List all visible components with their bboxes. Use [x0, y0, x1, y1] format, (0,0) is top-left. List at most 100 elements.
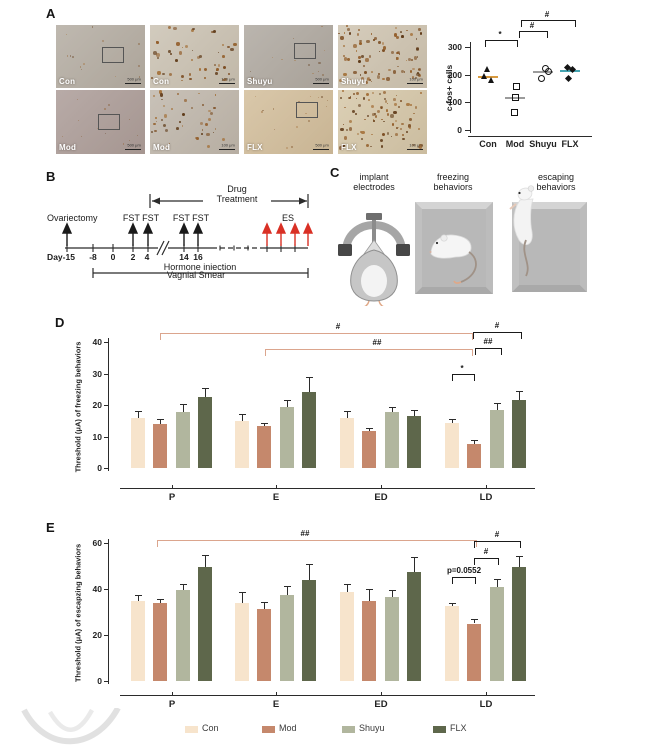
- sig-bracket: [474, 541, 521, 548]
- sig-bracket: [475, 348, 502, 355]
- stain-dot: [363, 118, 366, 121]
- rat-escaping-icon: [509, 185, 535, 277]
- stain-dot: [115, 75, 116, 77]
- bar-flx-p: [198, 567, 212, 681]
- stain-dot: [201, 133, 203, 135]
- stain-dot: [307, 64, 310, 67]
- timeline-diagram: [61, 194, 314, 278]
- stain-dot: [77, 120, 79, 122]
- stain-dot: [374, 115, 378, 118]
- stain-dot: [400, 70, 404, 74]
- stain-dot: [360, 131, 362, 133]
- error-bar-cap: [410, 410, 418, 412]
- error-bar: [160, 599, 161, 603]
- histology-image-flx-high: FLX 100 μm: [338, 90, 427, 154]
- stain-dot: [417, 72, 420, 75]
- event-arrows: [61, 222, 204, 246]
- stain-dot: [382, 46, 386, 50]
- bar-flx-ed: [407, 571, 421, 681]
- y-tick: [104, 589, 108, 590]
- stain-dot: [387, 68, 391, 72]
- stain-dot: [415, 47, 419, 51]
- stain-dot: [356, 132, 360, 136]
- stain-dot: [339, 96, 342, 99]
- zoom-inset-box: [296, 102, 318, 118]
- stain-dot: [363, 65, 365, 67]
- stain-dot: [407, 124, 412, 128]
- stain-dot: [359, 73, 362, 76]
- scatter-y-tick: [465, 47, 470, 48]
- stain-dot: [401, 35, 404, 39]
- bar-shuyu-p: [176, 590, 190, 681]
- y-tick-label: 40: [92, 584, 102, 594]
- scale-bar-label: 500 μm: [127, 77, 141, 82]
- scatter-y-tick: [465, 102, 470, 104]
- stain-dot: [321, 26, 323, 28]
- stain-dot: [161, 98, 163, 101]
- stain-dot: [201, 129, 204, 131]
- stain-dot: [191, 106, 194, 109]
- stain-dot: [228, 73, 231, 76]
- stain-dot: [382, 77, 385, 81]
- error-bar-cap: [343, 410, 351, 412]
- bar-flx-ed: [407, 415, 421, 468]
- x-tick: [172, 485, 173, 488]
- stain-dot: [367, 115, 370, 118]
- stain-dot: [318, 61, 321, 64]
- scatter-y-tick-label: 0: [457, 125, 462, 135]
- stain-dot: [338, 78, 342, 83]
- scale-bar: [219, 148, 235, 150]
- stain-dot: [413, 112, 415, 115]
- stain-dot: [213, 106, 216, 110]
- bar-mod-e: [257, 608, 271, 681]
- panel-d-letter: D: [55, 315, 65, 330]
- stain-dot: [413, 56, 418, 60]
- stain-dot: [214, 72, 218, 75]
- error-bar-cap: [388, 590, 396, 592]
- stain-dot: [410, 33, 414, 36]
- bar-shuyu-ld: [490, 409, 504, 468]
- stain-dot: [206, 133, 210, 137]
- stain-dot: [391, 123, 395, 126]
- timeline-lines: [65, 194, 309, 278]
- scatter-point-triangle: [487, 76, 494, 83]
- stain-dot: [386, 77, 390, 81]
- stain-dot: [380, 145, 384, 148]
- stain-dot: [418, 146, 423, 150]
- stain-dot: [393, 110, 397, 115]
- stain-dot: [371, 133, 373, 136]
- image-label: Shuyu: [247, 77, 273, 86]
- sig-bracket: [157, 540, 477, 547]
- error-bar: [452, 419, 453, 424]
- scale-bar-label: 100 μm: [221, 143, 235, 148]
- stain-dot: [181, 112, 185, 116]
- stain-dot: [156, 53, 160, 57]
- stain-dot: [217, 64, 221, 68]
- sig-bracket: [519, 31, 548, 38]
- x-label-ed: ED: [374, 699, 388, 710]
- stain-dot: [419, 32, 423, 36]
- legend-swatch-mod: [262, 726, 275, 733]
- day-label-16: 16: [193, 252, 203, 262]
- x-label-ld: LD: [479, 492, 493, 503]
- stain-dot: [390, 114, 394, 118]
- es-stimulation-arrows: [261, 222, 314, 246]
- stain-dot: [298, 100, 301, 103]
- error-bar: [497, 403, 498, 410]
- bar-shuyu-ed: [385, 411, 399, 468]
- stain-dot: [381, 49, 385, 53]
- stain-dot: [92, 26, 94, 28]
- stain-dot: [338, 32, 340, 35]
- stain-dot: [309, 96, 311, 98]
- stain-dot: [262, 110, 264, 112]
- stain-dot: [184, 45, 188, 49]
- stain-dot: [250, 71, 252, 72]
- day-label-14: 14: [179, 252, 189, 262]
- stain-dot: [371, 71, 373, 73]
- stain-dot: [394, 27, 397, 30]
- stain-dot: [150, 77, 153, 80]
- stain-dot: [203, 68, 207, 72]
- stain-dot: [173, 27, 177, 31]
- stain-dot: [81, 69, 83, 71]
- scatter-point-circle: [538, 74, 545, 82]
